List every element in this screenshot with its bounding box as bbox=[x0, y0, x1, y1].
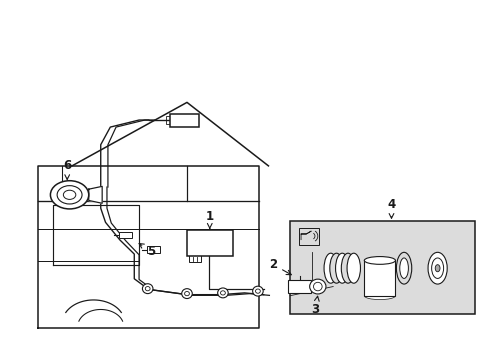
Ellipse shape bbox=[145, 287, 150, 291]
Circle shape bbox=[63, 190, 76, 199]
Text: 6: 6 bbox=[63, 159, 71, 180]
Bar bbox=[289, 221, 473, 314]
Text: 3: 3 bbox=[311, 296, 319, 316]
Ellipse shape bbox=[399, 258, 407, 278]
Bar bbox=[287, 280, 310, 293]
Ellipse shape bbox=[346, 253, 360, 283]
Ellipse shape bbox=[252, 286, 263, 296]
Ellipse shape bbox=[431, 258, 443, 278]
Ellipse shape bbox=[324, 253, 337, 283]
Ellipse shape bbox=[217, 288, 228, 298]
Bar bbox=[298, 228, 318, 244]
Text: 2: 2 bbox=[268, 258, 291, 275]
Ellipse shape bbox=[182, 289, 192, 298]
Circle shape bbox=[57, 186, 82, 204]
Bar bbox=[186, 230, 232, 256]
Polygon shape bbox=[89, 186, 102, 203]
Text: 1: 1 bbox=[205, 210, 213, 229]
Ellipse shape bbox=[427, 252, 447, 284]
Bar bbox=[170, 114, 199, 127]
Ellipse shape bbox=[329, 253, 343, 283]
Ellipse shape bbox=[335, 253, 348, 283]
Bar bbox=[189, 255, 201, 262]
Ellipse shape bbox=[313, 282, 322, 291]
Ellipse shape bbox=[142, 284, 153, 294]
Ellipse shape bbox=[309, 279, 325, 294]
Ellipse shape bbox=[396, 252, 411, 284]
Circle shape bbox=[50, 181, 89, 209]
Ellipse shape bbox=[341, 253, 354, 283]
Text: 5: 5 bbox=[139, 244, 155, 258]
Ellipse shape bbox=[255, 289, 260, 293]
Ellipse shape bbox=[184, 292, 189, 296]
Ellipse shape bbox=[364, 292, 395, 300]
Bar bbox=[364, 260, 395, 296]
Bar bbox=[147, 246, 160, 253]
Ellipse shape bbox=[434, 265, 439, 272]
Bar bbox=[166, 116, 171, 125]
Ellipse shape bbox=[220, 291, 225, 295]
Ellipse shape bbox=[364, 257, 395, 264]
Bar bbox=[119, 231, 132, 238]
Text: 4: 4 bbox=[386, 198, 395, 218]
